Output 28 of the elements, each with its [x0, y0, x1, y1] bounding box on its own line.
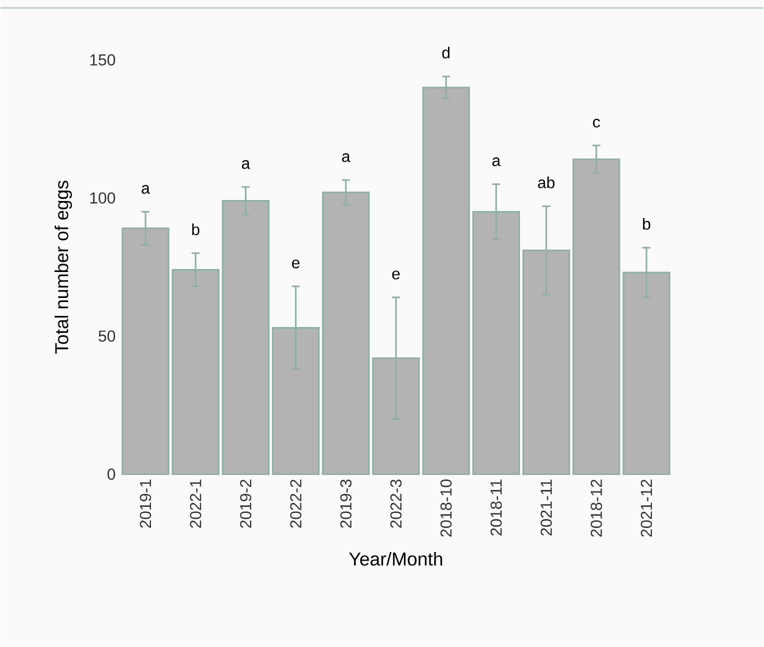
x-tick-label: 2018-10 [440, 480, 452, 537]
annotation: a [142, 185, 150, 194]
x-tick-label: 2021-12 [640, 480, 652, 537]
x-tick-label: 2021-11 [540, 480, 552, 536]
x-tick-label: 2018-12 [590, 480, 602, 537]
x-tick-label: 2019-3 [340, 480, 352, 528]
annotation: b [192, 224, 200, 236]
x-tick-label: 2022-2 [290, 480, 302, 528]
x-tick-label: 2019-1 [140, 480, 152, 528]
y-tick-label: 0 [107, 468, 116, 480]
x-tick-label: 2022-1 [190, 480, 202, 528]
annotation: b [643, 218, 650, 230]
y-tick-label: 50 [98, 330, 116, 342]
x-tick-label: 2019-2 [240, 480, 252, 528]
annotation: a [492, 157, 501, 166]
x-tick-label: 2022-3 [390, 480, 402, 528]
y-tick-label: 150 [90, 54, 116, 66]
annotation: e [292, 260, 300, 268]
y-axis-title: Total number of eggs [54, 180, 72, 354]
annotation: ab [538, 176, 554, 188]
x-axis-title: Year/Month [349, 552, 442, 566]
text: d [442, 46, 450, 58]
x-tick-label: 2018-11 [490, 480, 502, 536]
annotation: e [392, 270, 400, 280]
annotation: c [593, 118, 600, 128]
annotation: a [242, 160, 250, 169]
y-tick-label: 100 [90, 192, 116, 204]
annotation: a [342, 153, 350, 162]
